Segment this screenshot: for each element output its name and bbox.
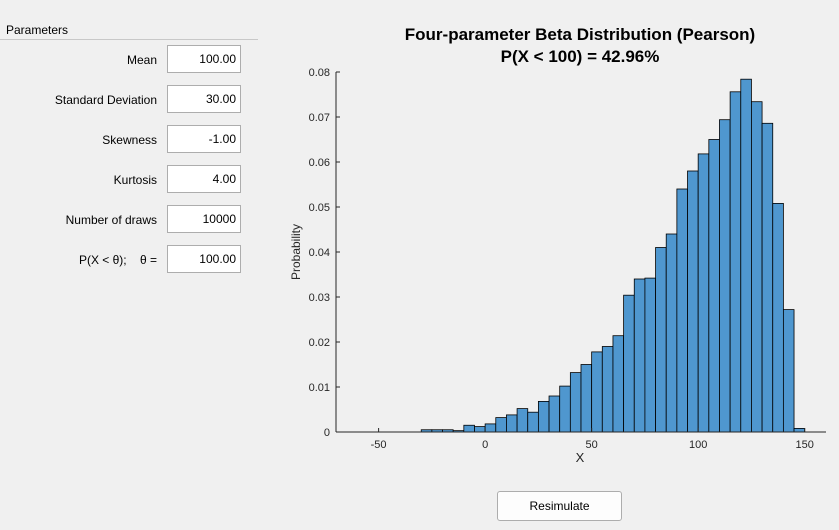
y-tick-label: 0.07 [309,112,330,124]
parameters-divider [0,39,258,40]
mean-row: Mean [0,45,258,75]
histogram-bar [633,278,646,433]
histogram-bar [569,372,582,433]
histogram-bar [655,247,667,433]
histogram-bar [591,351,603,433]
draws-label: Number of draws [65,213,157,227]
y-tick-label: 0.01 [309,382,330,394]
histogram-bar [623,294,635,433]
histogram-bar [782,309,795,433]
histogram-bar [516,408,529,433]
y-tick-label: 0 [324,427,330,439]
histogram-chart: Four-parameter Beta Distribution (Pearso… [289,25,826,465]
y-axis-label: Probability [289,224,303,280]
kurtosis-input[interactable] [167,165,241,193]
std-dev-input[interactable] [167,85,241,113]
skewness-row: Skewness [0,125,258,155]
chart-title: Four-parameter Beta Distribution (Pearso… [405,25,755,44]
resimulate-button[interactable]: Resimulate [497,491,622,521]
y-tick-label: 0.02 [309,337,330,349]
kurtosis-label: Kurtosis [113,173,157,187]
y-tick-label: 0.04 [309,247,330,259]
mean-input[interactable] [167,45,241,73]
histogram-bar [740,78,752,433]
histogram-bar [580,364,593,433]
kurtosis-row: Kurtosis [0,165,258,195]
histogram-bar [548,395,561,433]
histogram-bar [676,188,688,433]
histogram-bar [527,411,539,433]
y-tick-label: 0.06 [309,157,330,169]
parameters-title: Parameters [6,23,69,37]
histogram-bar [495,417,507,433]
x-axis: -50 0 50 100 150 [336,428,826,451]
histogram-bar [719,119,731,433]
histogram-bar [644,277,656,433]
histogram-bar [537,400,550,433]
histogram-bar [474,426,486,433]
theta-row: P(X < θ); θ = [0,245,258,275]
bars-group [420,78,806,433]
draws-input[interactable] [167,205,241,233]
histogram-bar [793,427,806,433]
histogram-bar [559,385,571,433]
histogram-bar [612,335,625,433]
skewness-label: Skewness [102,133,157,147]
histogram-bar [665,233,678,433]
x-tick-label: 150 [796,439,814,451]
chart-subtitle: P(X < 100) = 42.96% [501,47,660,66]
parameters-panel: Parameters Mean Standard Deviation Skewn… [0,20,258,300]
x-axis-label: X [576,450,585,465]
x-tick-label: 100 [689,439,707,451]
histogram-bar [687,170,699,433]
histogram-bar [697,153,710,433]
histogram-bar [708,139,720,433]
skewness-input[interactable] [167,125,241,153]
y-tick-label: 0.08 [309,67,330,79]
histogram-bar [751,101,763,433]
x-tick-label: 0 [482,439,488,451]
std-dev-label: Standard Deviation [54,93,157,107]
x-tick-label: 50 [586,439,598,451]
histogram-bar [772,202,784,433]
draws-row: Number of draws [0,205,258,235]
histogram-bar [729,91,742,433]
histogram-bar [463,424,475,433]
y-tick-label: 0.05 [309,202,330,214]
theta-input[interactable] [167,245,241,273]
histogram-bar [601,346,614,433]
y-axis: 0 0.01 0.02 0.03 0.04 0.05 0.06 0.07 0.08 [309,67,340,439]
x-tick-label: -50 [371,439,387,451]
histogram-bar [761,122,774,433]
mean-label: Mean [126,53,157,67]
y-tick-label: 0.03 [309,292,330,304]
std-dev-row: Standard Deviation [0,85,258,115]
histogram-bar [484,423,497,433]
theta-label: P(X < θ); θ = [78,253,157,267]
histogram-bar [506,414,518,433]
